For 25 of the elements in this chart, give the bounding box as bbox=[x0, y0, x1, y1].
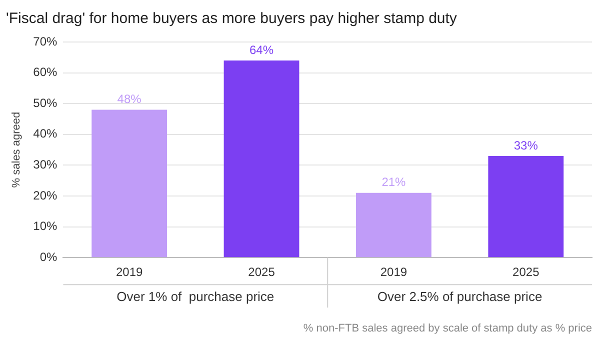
y-tick-label: 20% bbox=[33, 188, 58, 202]
text: Over 1% of purchase price bbox=[116, 289, 274, 304]
bar bbox=[356, 192, 432, 258]
data-label: 48% bbox=[117, 92, 142, 106]
text: % non-FTB sales agreed by scale of stamp duty as % price bbox=[303, 322, 592, 335]
y-tick-label: 10% bbox=[33, 219, 58, 234]
x-tick-label: 2025 bbox=[512, 265, 540, 280]
x-tick-label: 2025 bbox=[248, 265, 276, 280]
data-label: 33% bbox=[514, 138, 538, 152]
chart-title: 'Fiscal drag' for home buyers as more buyers pay higher stamp duty bbox=[6, 10, 458, 28]
y-tick-label: 50% bbox=[33, 96, 58, 110]
bar bbox=[92, 110, 168, 258]
y-tick-label: 30% bbox=[33, 158, 58, 172]
y-tick-label: 0% bbox=[40, 250, 58, 264]
y-tick-label: 40% bbox=[33, 126, 58, 141]
x-tick-label: 2019 bbox=[116, 265, 143, 280]
x-tick-label: 2019 bbox=[380, 265, 408, 280]
y-tick-label: 70% bbox=[33, 34, 58, 48]
text: Over 2.5% of purchase price bbox=[377, 289, 542, 304]
data-label: 21% bbox=[382, 175, 406, 190]
y-tick-label: 60% bbox=[33, 65, 58, 80]
data-label: 64% bbox=[249, 42, 274, 57]
bar bbox=[224, 60, 300, 258]
y-axis-title: % sales agreed bbox=[10, 112, 23, 188]
bar bbox=[488, 156, 564, 258]
